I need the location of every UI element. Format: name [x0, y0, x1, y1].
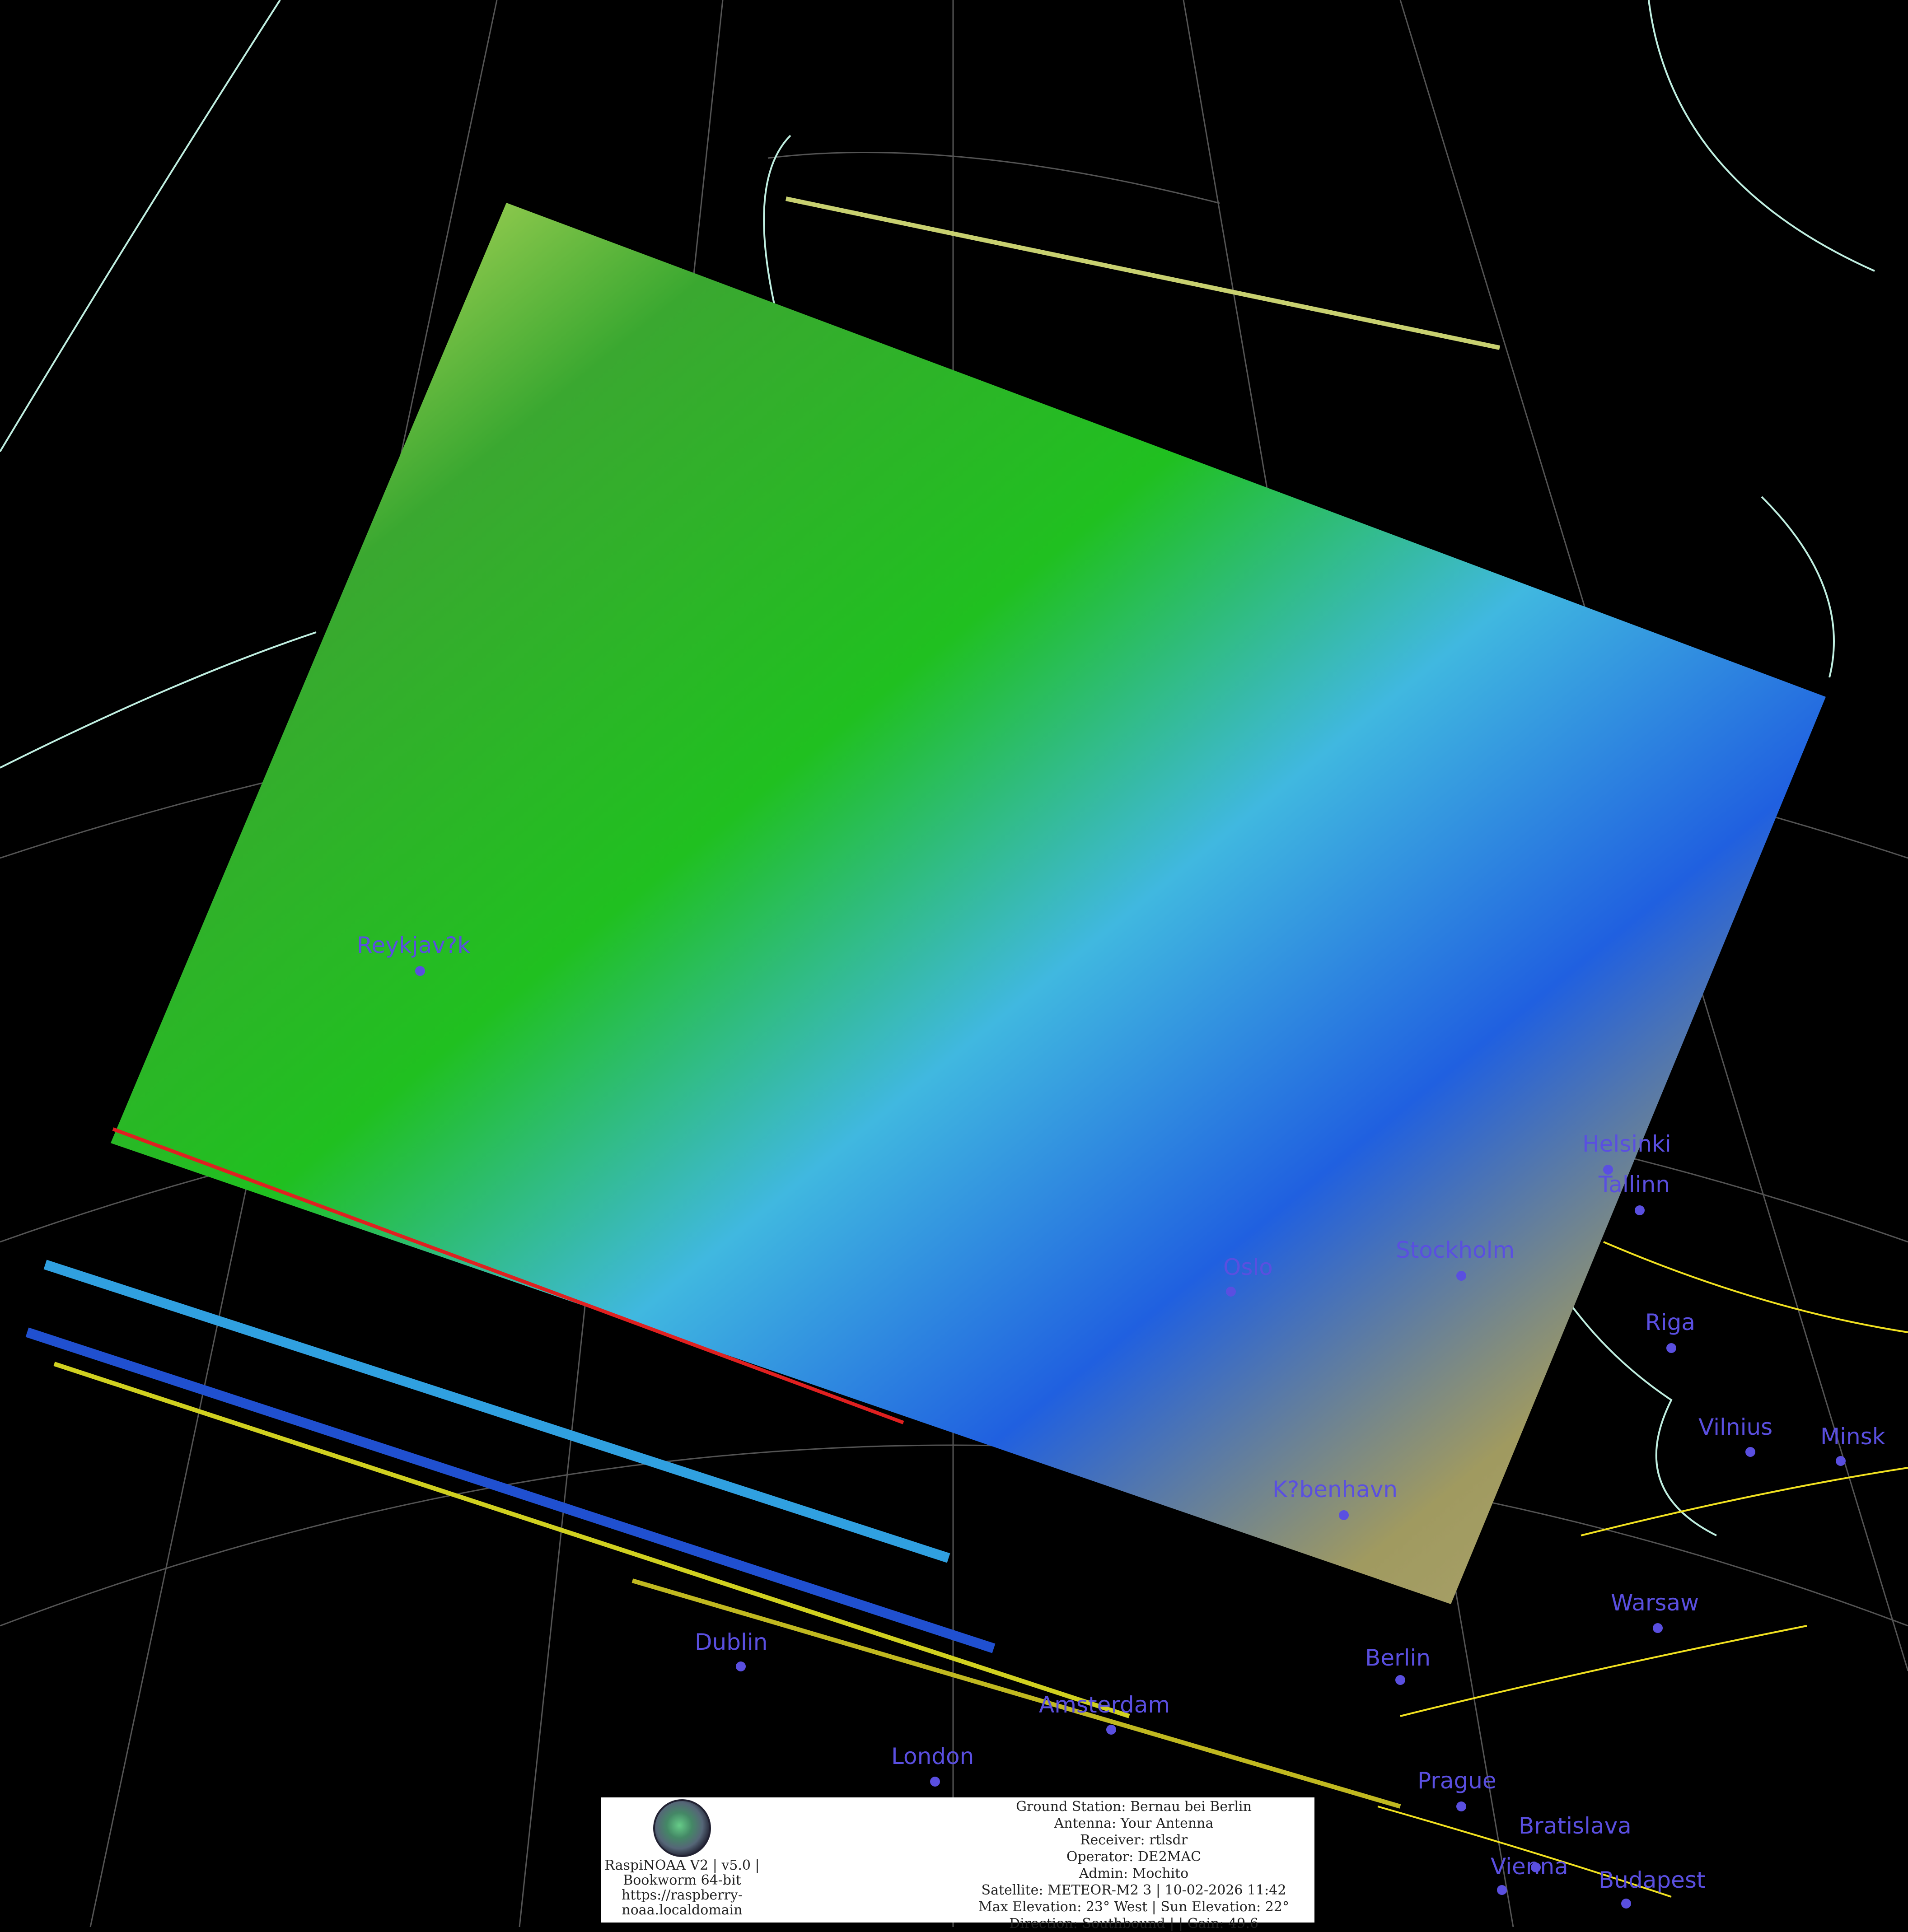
elevation: Max Elevation: 23° West | Sun Elevation:… [978, 1899, 1289, 1915]
city-label: Amsterdam [1039, 1692, 1170, 1718]
software-version: RaspiNOAA V2 | v5.0 | [604, 1857, 760, 1873]
city-marker-icon [930, 1777, 940, 1787]
city-marker-icon [1339, 1510, 1349, 1520]
city-labels: Reykjav?k Helsinki Tallinn Stockholm Oslo Rig… [357, 932, 1885, 1909]
city-marker-icon [1666, 1343, 1676, 1353]
url-line-1: https://raspberry- [622, 1887, 743, 1903]
city-label: Tallinn [1598, 1171, 1670, 1198]
receiver: Receiver: rtlsdr [1080, 1832, 1188, 1848]
city-label: Oslo [1223, 1254, 1273, 1280]
admin: Admin: Mochito [1079, 1866, 1189, 1881]
city-label: Helsinki [1582, 1131, 1671, 1157]
city-label: Dublin [695, 1629, 767, 1655]
city-marker-icon [1745, 1447, 1755, 1457]
city-label: Vilnius [1698, 1414, 1772, 1440]
swath-noise-strips [25, 196, 1501, 1809]
city-marker-icon [1531, 1862, 1541, 1872]
ground-station: Ground Station: Bernau bei Berlin [1016, 1799, 1252, 1815]
satellite-swath [111, 203, 1826, 1604]
city-marker-icon [1603, 1165, 1613, 1175]
city-marker-icon [1395, 1675, 1405, 1685]
city-label: Vienna [1491, 1853, 1568, 1880]
city-marker-icon [415, 966, 425, 976]
url-line-2: noaa.localdomain [622, 1902, 743, 1918]
info-left: RaspiNOAA V2 | v5.0 | Bookworm 64-bit ht… [601, 1797, 763, 1918]
city-marker-icon [1621, 1899, 1631, 1909]
city-label: London [891, 1743, 974, 1769]
city-marker-icon [736, 1661, 746, 1671]
city-label: Riga [1645, 1309, 1695, 1335]
city-marker-icon [1836, 1456, 1846, 1466]
satellite-datetime: Satellite: METEOR-M2 3 | 10-02-2026 11:4… [981, 1882, 1286, 1898]
city-marker-icon [1226, 1287, 1236, 1297]
city-marker-icon [1106, 1725, 1116, 1735]
direction-gain: Direction: Southbound | | Gain: 49.6 [1009, 1916, 1258, 1932]
borders [1377, 1241, 1908, 1898]
os-version: Bookworm 64-bit [623, 1872, 741, 1888]
city-label: Budapest [1599, 1867, 1706, 1893]
city-label: Prague [1417, 1768, 1496, 1794]
city-label: Bratislava [1519, 1813, 1632, 1839]
city-marker-icon [1653, 1623, 1663, 1633]
city-label: Stockholm [1396, 1237, 1515, 1263]
city-marker-icon [1456, 1271, 1466, 1281]
city-marker-icon [1635, 1205, 1645, 1215]
software-info: RaspiNOAA V2 | v5.0 | Bookworm 64-bit ht… [601, 1858, 763, 1918]
station-info: Ground Station: Bernau bei Berlin Antenn… [953, 1798, 1314, 1932]
city-label: Reykjav?k [357, 932, 470, 958]
city-label: Minsk [1820, 1423, 1885, 1450]
info-box: RaspiNOAA V2 | v5.0 | Bookworm 64-bit ht… [601, 1797, 1314, 1932]
raspinoaa-logo-icon [653, 1799, 711, 1857]
operator: Operator: DE2MAC [1066, 1849, 1202, 1865]
city-label: Warsaw [1611, 1590, 1699, 1616]
coastlines [0, 0, 1875, 1536]
city-label: K?benhavn [1272, 1476, 1398, 1503]
city-label: Berlin [1365, 1645, 1431, 1671]
city-marker-icon [1456, 1801, 1466, 1811]
city-marker-icon [1497, 1885, 1507, 1895]
antenna: Antenna: Your Antenna [1054, 1815, 1214, 1831]
